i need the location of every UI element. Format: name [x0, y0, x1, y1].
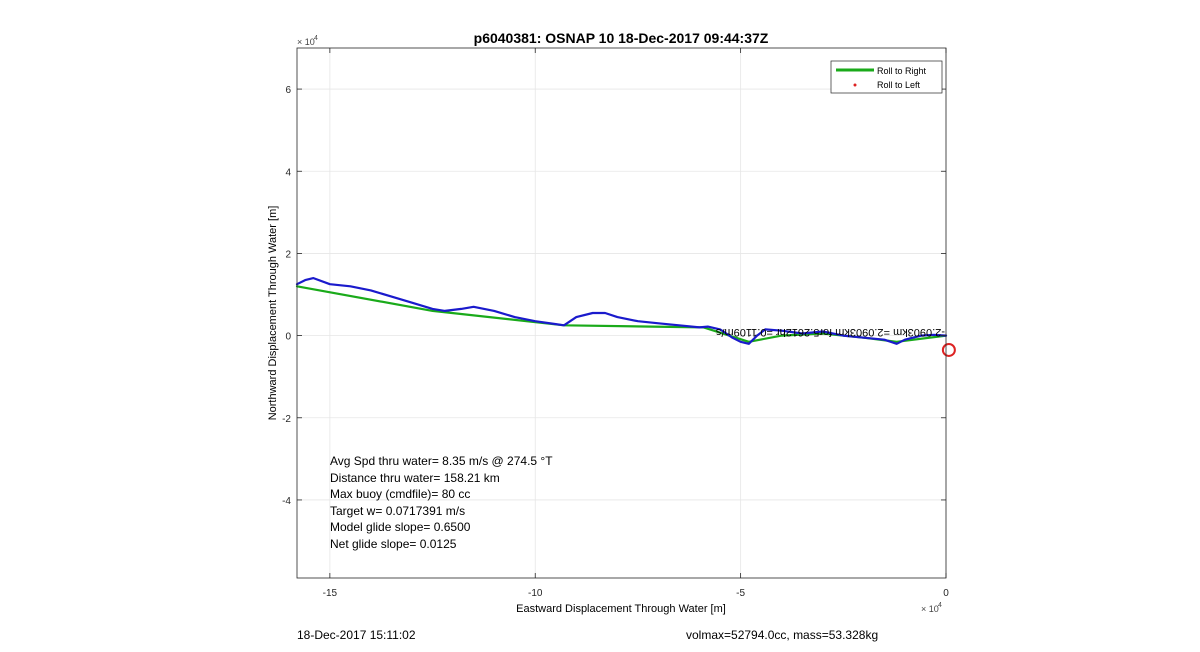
stat-max-buoy: Max buoy (cmdfile)= 80 cc	[330, 487, 470, 501]
x-tick-label: -10	[528, 588, 543, 599]
end-position-marker	[941, 342, 956, 357]
series-layer	[295, 277, 956, 357]
x-exponent-base: × 10	[921, 604, 939, 614]
y-exponent: × 10 4	[297, 35, 318, 47]
x-tick-label: 0	[943, 588, 949, 599]
legend-dot-roll-left	[853, 83, 857, 87]
x-tick-label: -15	[323, 588, 338, 599]
stats-block: Avg Spd thru water= 8.35 m/s @ 274.5 °T …	[330, 454, 553, 551]
stat-net-glide: Net glide slope= 0.0125	[330, 537, 457, 551]
legend-label-roll-left: Roll to Left	[877, 80, 921, 90]
x-axis: -15 -10 -5 0	[323, 48, 949, 599]
plot-area	[297, 48, 946, 578]
stat-distance: Distance thru water= 158.21 km	[330, 471, 500, 485]
x-tick-label: -5	[736, 588, 745, 599]
footer-mass-info: volmax=52794.0cc, mass=53.328kg	[686, 628, 879, 642]
overlay-annotation: -2.0903km =2.0903km for5.2612hr =0.1109m…	[715, 326, 945, 338]
x-axis-label: Eastward Displacement Through Water [m]	[516, 603, 726, 615]
series-line-track	[295, 277, 948, 345]
y-exponent-power: 4	[314, 35, 318, 42]
x-exponent: × 10 4	[921, 602, 942, 614]
stat-target-w: Target w= 0.0717391 m/s	[330, 504, 465, 518]
footer-timestamp: 18-Dec-2017 15:11:02	[297, 628, 416, 642]
y-tick-label: -2	[282, 414, 291, 425]
y-tick-label: 4	[285, 167, 291, 178]
y-axis: -4 -2 0 2 4 6	[282, 85, 946, 507]
legend-box	[830, 60, 943, 94]
y-tick-label: 0	[285, 332, 291, 343]
y-tick-label: 2	[285, 249, 291, 260]
x-exponent-power: 4	[938, 602, 942, 609]
y-tick-label: 6	[285, 85, 291, 96]
legend-label-roll-right: Roll to Right	[877, 66, 927, 76]
y-exponent-base: × 10	[297, 37, 315, 47]
plot-frame	[296, 47, 947, 579]
chart-title: p6040381: OSNAP 10 18-Dec-2017 09:44:37Z	[474, 30, 769, 46]
y-tick-label: -4	[282, 496, 291, 507]
legend: Roll to Right Roll to Left	[830, 60, 943, 94]
y-axis-label: Northward Displacement Through Water [m]	[267, 206, 279, 421]
stat-model-glide: Model glide slope= 0.6500	[330, 520, 471, 534]
stat-avg-speed: Avg Spd thru water= 8.35 m/s @ 274.5 °T	[330, 454, 553, 468]
